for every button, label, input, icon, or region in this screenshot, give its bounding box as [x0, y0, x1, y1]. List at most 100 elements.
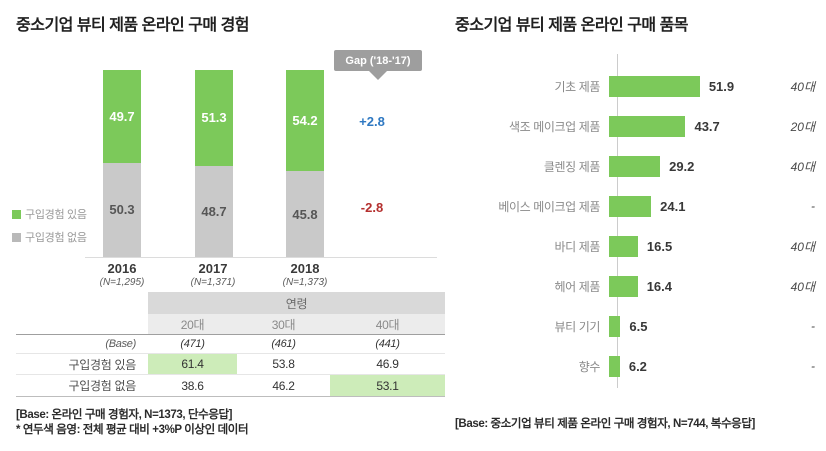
age-group-header: 연령	[148, 292, 445, 314]
category-label: 기초 제품	[554, 79, 601, 94]
table-cell-highlighted: 61.4	[148, 354, 237, 374]
x-axis-label-2017: 2017 (N=1,371)	[168, 261, 258, 288]
column-header-40s: 40대	[330, 314, 445, 334]
legend-label: 구입경험 없음	[25, 232, 87, 244]
hbar-row: 베이스 메이크업 제품 24.1 -	[455, 186, 815, 226]
x-axis-label-2016: 2016 (N=1,295)	[77, 261, 167, 288]
year-label: 2017	[198, 261, 228, 276]
row-label: 구입경험 있음	[68, 357, 137, 372]
hbar-row: 바디 제품 16.5 40대	[455, 226, 815, 266]
table-column-header-row: 20대 30대 40대	[16, 314, 445, 335]
hbar-row: 향수 6.2 -	[455, 346, 815, 386]
stacked-bar-2018: 54.2 45.8	[286, 70, 324, 257]
bar-value-label: 50.3	[109, 202, 135, 218]
base-n-label: (N=1,373)	[282, 277, 328, 288]
table-cell: (461)	[271, 338, 296, 350]
category-label: 베이스 메이크업 제품	[498, 199, 600, 214]
legend-item-not-purchased: 구입경험 없음	[12, 230, 87, 244]
bar-value-label: 48.7	[201, 203, 227, 219]
bar	[609, 235, 638, 257]
category-label: 헤어 제품	[554, 279, 601, 294]
row-label: 구입경험 없음	[68, 379, 137, 393]
value-label: 43.7	[694, 118, 720, 134]
x-axis-label-2018: 2018 (N=1,373)	[260, 261, 350, 288]
table-row-purchased: 구입경험 있음 61.4 53.8 46.9	[16, 354, 445, 375]
year-label: 2016	[107, 261, 137, 276]
bar	[609, 315, 621, 337]
purchase-items-chart: 기초 제품 51.9 40대 색조 메이크업 제품 43.7 20대 클렌징 제…	[455, 66, 815, 386]
column-header-20s: 20대	[148, 314, 237, 334]
segment-purchased: 51.3	[195, 70, 233, 166]
legend: 구입경험 있음 구입경험 없음	[12, 207, 87, 253]
green-swatch-icon	[12, 209, 21, 219]
left-chart-title: 중소기업 뷰티 제품 온라인 구매 경험	[16, 17, 250, 34]
age-tag: 20대	[790, 119, 815, 134]
value-label: 6.2	[628, 358, 647, 374]
table-cell: 46.2	[272, 378, 295, 393]
year-label: 2018	[290, 261, 320, 276]
right-footnote: [Base: 중소기업 뷰티 제품 온라인 구매 경험자, N=744, 복수응…	[455, 418, 755, 430]
category-label: 클렌징 제품	[543, 159, 601, 174]
hbar-row: 기초 제품 51.9 40대	[455, 66, 815, 106]
bar	[609, 115, 686, 137]
category-label: 뷰티 기기	[554, 319, 601, 334]
gap-value-negative: -2.8	[360, 200, 384, 215]
table-cell: (471)	[180, 338, 205, 350]
hbar-row: 헤어 제품 16.4 40대	[455, 266, 815, 306]
hbar-row: 색조 메이크업 제품 43.7 20대	[455, 106, 815, 146]
table-cell: (441)	[375, 338, 400, 350]
segment-not-purchased: 45.8	[286, 171, 324, 257]
base-n-label: (N=1,371)	[190, 277, 236, 288]
bar-value-label: 45.8	[292, 206, 318, 222]
value-label: 6.5	[629, 318, 648, 334]
bar	[609, 155, 661, 177]
table-cell: 53.8	[272, 357, 295, 371]
segment-not-purchased: 48.7	[195, 165, 233, 257]
age-tag: 40대	[790, 159, 815, 174]
row-label: (Base)	[105, 338, 136, 350]
age-breakdown-table: 연령 20대 30대 40대 (Base) (471) (461) (441) …	[16, 292, 445, 397]
legend-label: 구입경험 있음	[25, 209, 87, 221]
gap-value-positive: +2.8	[359, 114, 385, 129]
value-label: 16.5	[646, 238, 673, 254]
age-tag: 40대	[790, 239, 815, 254]
segment-purchased: 54.2	[286, 70, 324, 172]
gap-badge: Gap ('18-'17)	[334, 50, 422, 80]
bar-value-label: 51.3	[201, 110, 227, 126]
age-tag: -	[811, 359, 815, 373]
table-cell-highlighted: 53.1	[330, 375, 445, 396]
age-tag: -	[811, 199, 815, 213]
column-header-30s: 30대	[237, 314, 330, 334]
table-row-base: (Base) (471) (461) (441)	[16, 335, 445, 354]
value-label: 24.1	[660, 198, 686, 214]
segment-not-purchased: 50.3	[103, 162, 141, 257]
age-tag: -	[811, 319, 815, 333]
hbar-row: 뷰티 기기 6.5 -	[455, 306, 815, 346]
shading-note: * 연두색 음영: 전체 평균 대비 +3%P 이상인 데이터	[16, 424, 249, 436]
table-cell: 38.6	[181, 378, 204, 393]
bar-value-label: 54.2	[292, 113, 318, 129]
stacked-bar-2016: 49.7 50.3	[103, 70, 141, 257]
y-axis-line	[617, 54, 618, 388]
base-note: [Base: 온라인 구매 경험자, N=1373, 단수응답]	[16, 409, 233, 421]
category-label: 바디 제품	[554, 239, 601, 254]
value-label: 29.2	[669, 158, 695, 174]
bar	[609, 195, 652, 217]
gray-swatch-icon	[12, 232, 21, 242]
category-label: 향수	[578, 359, 601, 374]
legend-item-purchased: 구입경험 있음	[12, 207, 87, 221]
stacked-bar-2017: 51.3 48.7	[195, 70, 233, 257]
table-cell: 46.9	[376, 357, 399, 371]
value-label: 16.4	[646, 278, 672, 294]
table-row-not-purchased: 구입경험 없음 38.6 46.2 53.1	[16, 375, 445, 397]
hbar-row: 클렌징 제품 29.2 40대	[455, 146, 815, 186]
table-group-header-row: 연령	[16, 292, 445, 314]
base-n-label: (N=1,295)	[99, 277, 145, 288]
age-tag: 40대	[790, 279, 815, 294]
bar	[609, 75, 700, 97]
value-label: 51.9	[708, 78, 735, 94]
category-label: 색조 메이크업 제품	[509, 119, 600, 134]
bar-value-label: 49.7	[109, 108, 135, 124]
age-tag: 40대	[790, 79, 815, 94]
bar	[609, 355, 620, 377]
